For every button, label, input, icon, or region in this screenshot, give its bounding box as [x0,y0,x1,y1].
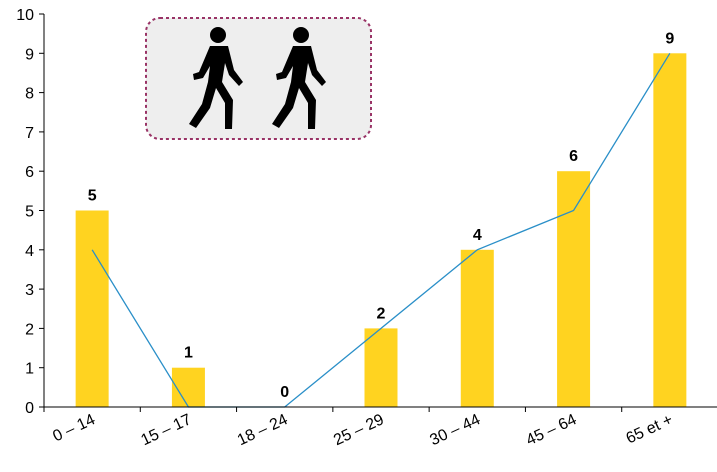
data-label: 1 [184,345,193,362]
bar-5 [557,171,591,407]
x-tick-label: 65 et + [624,411,676,447]
pedestrian-icon [189,27,243,129]
x-tick-label: 0 – 14 [50,411,98,445]
bar-4 [460,249,494,407]
y-tick-label: 3 [25,282,34,299]
y-tick-label: 0 [25,400,34,417]
data-label: 5 [88,188,97,205]
y-tick-label: 7 [25,125,34,142]
y-tick-label: 8 [25,86,34,103]
data-label: 9 [665,30,674,47]
pedestrian-icon [272,27,326,129]
data-label: 0 [280,384,289,401]
y-tick-label: 5 [25,204,34,221]
pedestrian-badge [145,17,372,140]
bar-0 [75,210,109,407]
x-tick-label: 30 – 44 [427,411,483,449]
bar-6 [653,53,687,408]
y-tick-label: 2 [25,321,34,338]
badge-frame [145,17,372,140]
x-tick-label: 15 – 17 [139,411,195,449]
data-label: 4 [473,227,482,244]
y-tick-label: 6 [25,164,34,181]
x-tick-label: 25 – 29 [331,411,387,449]
y-tick-label: 10 [16,7,34,24]
x-tick-label: 18 – 24 [235,411,291,449]
x-tick-label: 45 – 64 [524,411,580,449]
bar-1 [171,367,205,407]
y-tick-label: 1 [25,361,34,378]
data-label: 6 [569,148,578,165]
bar-3 [364,328,398,407]
y-tick-label: 4 [25,243,34,260]
y-tick-label: 9 [25,46,34,63]
data-label: 2 [377,305,386,322]
